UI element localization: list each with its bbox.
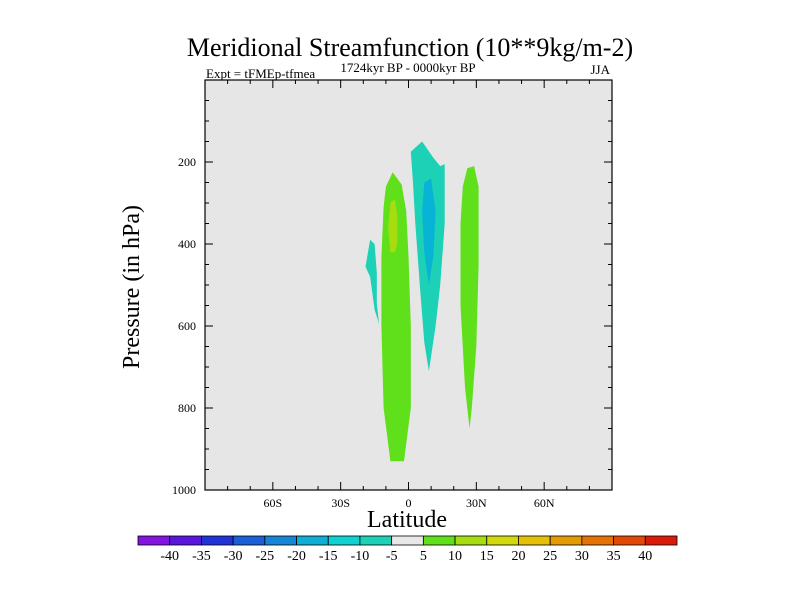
contour-regions bbox=[365, 141, 479, 462]
colorbar-swatch bbox=[581, 535, 614, 546]
plot-frame bbox=[204, 79, 613, 491]
colorbar-label: 15 bbox=[480, 549, 494, 564]
colorbar-label: -25 bbox=[255, 549, 274, 564]
colorbar-swatch bbox=[264, 535, 297, 546]
y-tick-label: 600 bbox=[178, 319, 196, 333]
subtitle-center: 1724kyr BP - 0000kyr BP bbox=[340, 60, 475, 75]
colorbar-swatch bbox=[327, 535, 361, 546]
colorbar-swatch bbox=[422, 535, 456, 546]
x-tick-label: 60N bbox=[534, 496, 555, 510]
colorbar-swatch bbox=[137, 535, 171, 546]
colorbar-swatch bbox=[296, 535, 329, 546]
colorbar-swatch bbox=[486, 535, 519, 546]
colorbar-label: 10 bbox=[448, 549, 462, 564]
colorbar-label: -5 bbox=[386, 549, 398, 564]
y-tick-label: 800 bbox=[178, 401, 196, 415]
colorbar-swatch bbox=[232, 535, 266, 546]
colorbar-label: 30 bbox=[575, 549, 589, 564]
colorbar-label: 35 bbox=[607, 549, 621, 564]
colorbar-swatch bbox=[613, 535, 646, 546]
colorbar-label: 20 bbox=[511, 549, 525, 564]
colorbar-swatch bbox=[391, 535, 424, 546]
colorbar-swatch bbox=[201, 535, 234, 546]
x-tick-label: 30S bbox=[331, 496, 350, 510]
contour-positive-cell-north bbox=[460, 166, 479, 429]
colorbar-label: -10 bbox=[351, 549, 370, 564]
subtitle-left: Expt = tFMEp-tfmea bbox=[206, 66, 315, 81]
colorbar-label: -15 bbox=[319, 549, 338, 564]
colorbar-swatch bbox=[518, 535, 551, 546]
y-tick-label: 200 bbox=[178, 155, 196, 169]
colorbar: -40 -35 -30 -25 -20 -15 -10 -5 5 10 15 20 25 30 35 40 bbox=[137, 535, 678, 564]
y-tick-label: 1000 bbox=[172, 483, 196, 497]
colorbar-swatch bbox=[454, 535, 488, 546]
colorbar-swatch bbox=[169, 535, 202, 546]
colorbar-label: 25 bbox=[543, 549, 557, 564]
subtitle-right: JJA bbox=[590, 62, 610, 77]
x-tick-label: 30N bbox=[466, 496, 487, 510]
x-axis-label: Latitude bbox=[367, 507, 447, 533]
colorbar-swatch bbox=[549, 535, 583, 546]
colorbar-label: -35 bbox=[192, 549, 211, 564]
colorbar-label: 40 bbox=[638, 549, 652, 564]
colorbar-label: 5 bbox=[420, 549, 427, 564]
contour-negative-cell-south bbox=[365, 239, 380, 324]
contour-positive-core bbox=[388, 198, 398, 253]
x-tick-label: 0 bbox=[406, 496, 412, 510]
chart-title: Meridional Streamfunction (10**9kg/m-2) bbox=[187, 33, 633, 62]
colorbar-swatch bbox=[644, 535, 678, 546]
y-axis-label: Pressure (in hPa) bbox=[119, 205, 145, 369]
colorbar-label: -30 bbox=[224, 549, 243, 564]
colorbar-swatch bbox=[359, 535, 393, 546]
x-tick-label: 60S bbox=[263, 496, 282, 510]
y-tick-label: 400 bbox=[178, 237, 196, 251]
contour-positive-cell-main bbox=[381, 172, 411, 462]
axis-ticks: 60S 30S 0 30N 60N 200 400 600 800 1000 bbox=[172, 80, 612, 510]
colorbar-label: -40 bbox=[160, 549, 179, 564]
contour-negative-core bbox=[422, 178, 436, 285]
colorbar-label: -20 bbox=[287, 549, 306, 564]
